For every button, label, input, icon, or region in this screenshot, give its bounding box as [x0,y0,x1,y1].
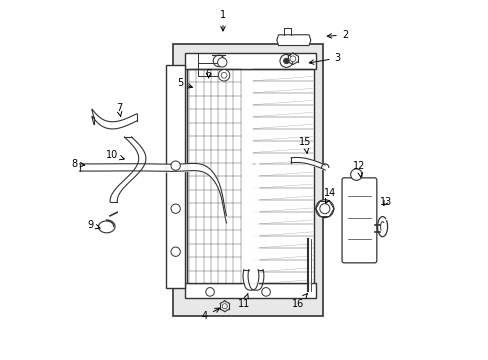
Circle shape [261,288,270,296]
Circle shape [221,72,226,78]
Circle shape [289,56,295,62]
Text: 11: 11 [238,293,250,309]
Circle shape [280,54,292,67]
Text: 13: 13 [379,197,391,207]
Text: 12: 12 [352,161,365,177]
Circle shape [315,200,333,218]
Text: 2: 2 [326,30,347,40]
Bar [185,53,316,69]
Text: 8: 8 [71,159,84,169]
FancyBboxPatch shape [341,178,376,263]
Text: 10: 10 [105,150,124,160]
Text: 15: 15 [299,138,311,153]
Text: 3: 3 [308,53,340,64]
Circle shape [171,161,180,170]
Text: 1: 1 [220,10,225,31]
Circle shape [222,304,227,309]
Bar [165,65,185,288]
Bar [185,283,316,298]
Circle shape [350,169,362,180]
Circle shape [205,288,214,296]
Circle shape [319,204,329,214]
Circle shape [217,58,226,67]
Polygon shape [276,35,310,45]
Circle shape [171,247,180,256]
Text: 9: 9 [87,220,100,230]
Bar [187,69,314,284]
Text: 6: 6 [205,69,211,79]
Circle shape [171,204,180,213]
Text: 7: 7 [116,103,122,116]
Text: 14: 14 [324,188,336,203]
Circle shape [213,55,224,67]
Text: 16: 16 [291,294,307,309]
Circle shape [218,69,229,81]
Circle shape [283,58,289,64]
Bar [172,44,323,316]
Text: 4: 4 [202,308,219,321]
Text: 5: 5 [177,78,192,88]
